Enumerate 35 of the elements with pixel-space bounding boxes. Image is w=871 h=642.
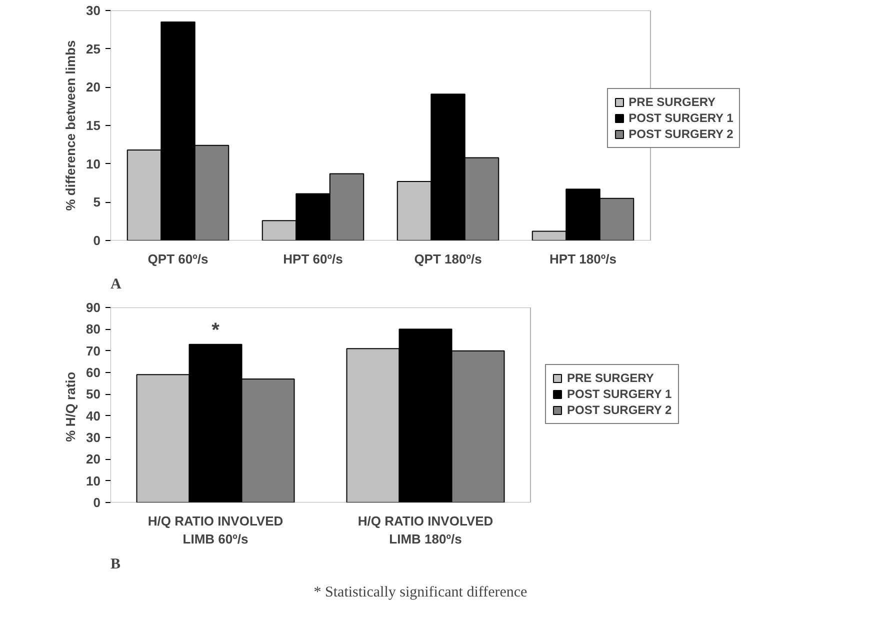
y-axis-title: % difference between limbs [63,40,78,211]
x-tick-label: QPT 180º/s [414,252,482,266]
y-tick-label: 30 [86,3,101,18]
y-tick-label: 60 [86,365,101,380]
annotation: * [212,319,220,342]
text: A [110,276,122,292]
y-tick-label: 30 [86,430,101,445]
y-tick-label: 5 [93,194,101,210]
text: B [110,556,121,572]
legend-label: PRE SURGERY [567,371,654,385]
y-tick-label: 80 [86,322,101,337]
y-tick-label: 70 [86,343,101,358]
x-tick-label: H/Q RATIO INVOLVED LIMB 180º/s [358,514,494,546]
y-tick-label: 10 [86,156,101,172]
y-tick-label: 40 [86,408,101,424]
y-tick-label: 90 [86,300,101,315]
y-tick-label: 0 [93,233,101,248]
y-tick-label: 20 [86,80,101,95]
y-tick-label: 15 [86,118,101,133]
x-tick-label: HPT 180º/s [550,252,616,266]
legend-label: PRE SURGERY [628,95,716,109]
legend-label: POST SURGERY 1 [628,111,734,125]
legend-label: POST SURGERY 1 [567,387,672,401]
y-tick-label: 25 [86,41,101,56]
text: * Statistically significant difference [314,584,528,600]
legend-label: POST SURGERY 2 [567,403,672,417]
y-axis-title: % H/Q ratio [63,372,78,442]
legend-label: POST SURGERY 2 [628,127,734,141]
x-tick-label: QPT 60º/s [148,252,208,266]
y-tick-label: 10 [86,473,101,488]
y-tick-label: 20 [86,452,101,467]
y-tick-label: 50 [86,386,101,402]
x-tick-label: HPT 60º/s [283,252,343,266]
x-tick-label: H/Q RATIO INVOLVED LIMB 60º/s [148,514,284,546]
y-tick-label: 0 [93,495,101,510]
